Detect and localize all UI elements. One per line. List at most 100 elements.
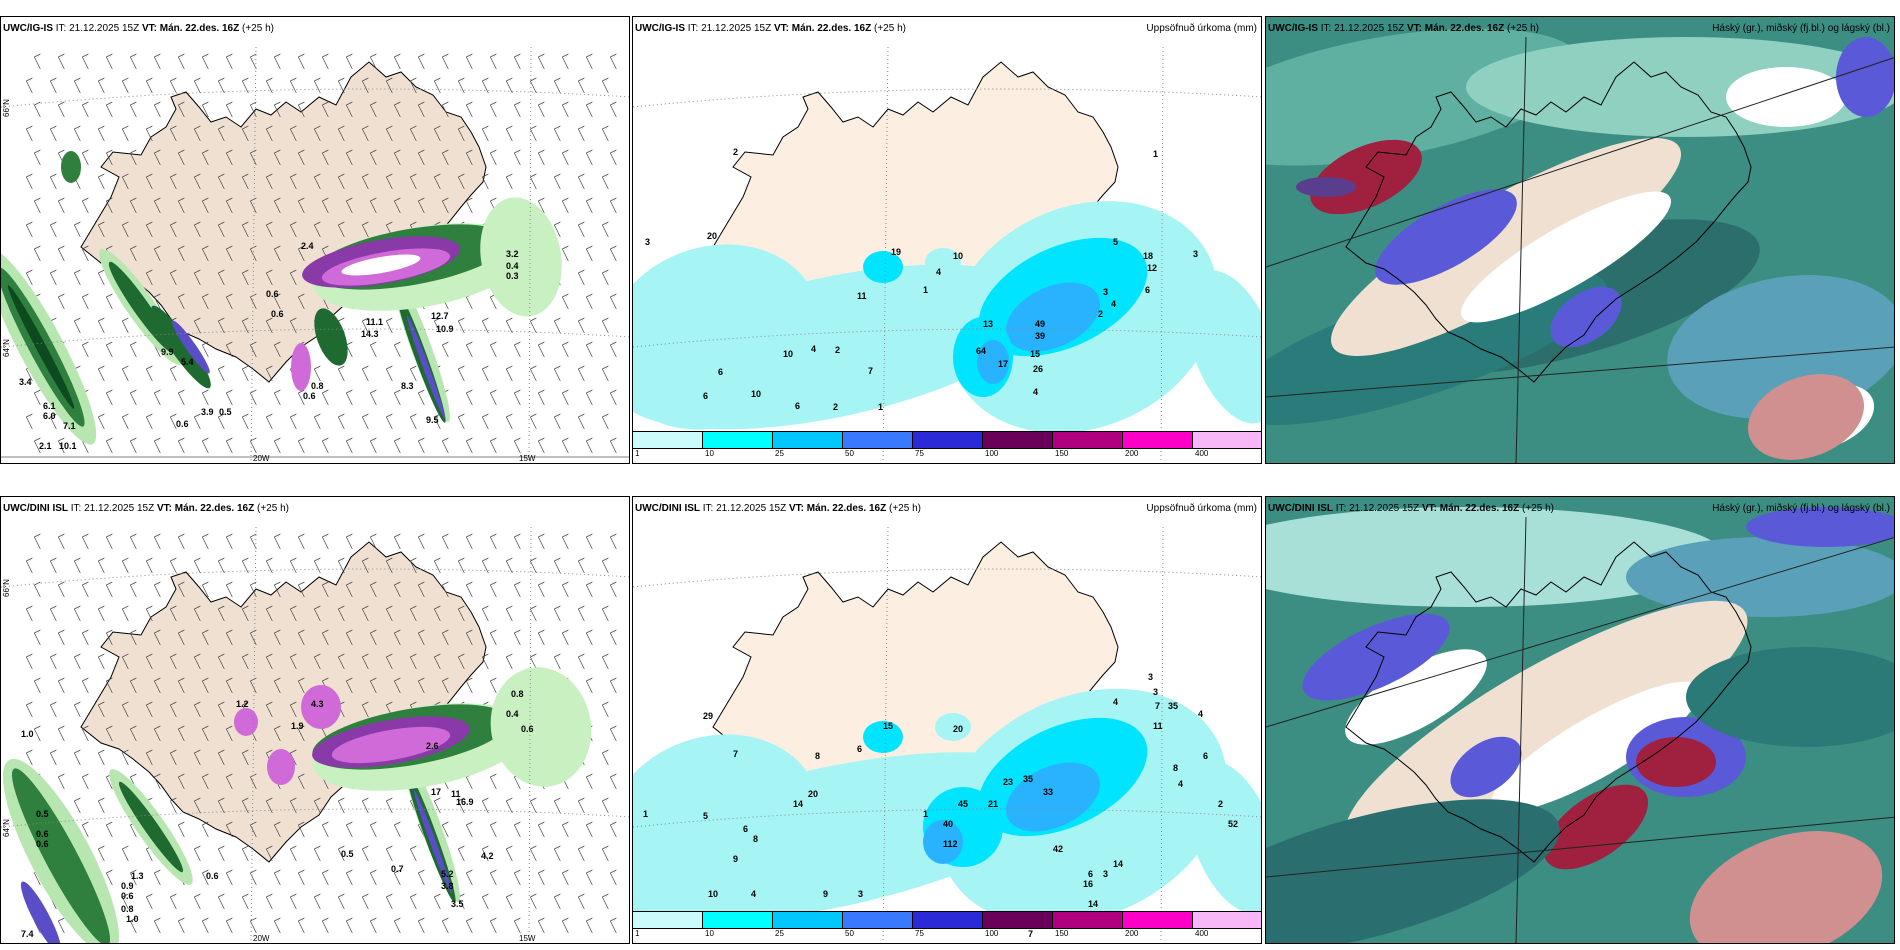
wind-barb [602,701,609,718]
wind-barb [602,845,609,862]
wind-barb [410,413,417,430]
precip-value-label: 1 [878,402,883,412]
wind-barb [178,149,185,166]
precip-value-label: 0.3 [506,271,519,281]
precip-area [1345,649,1487,745]
colorbar-swatch [773,912,843,928]
lat-label-66: 66°N [2,579,11,597]
wind-barb [274,917,281,934]
wind-barb [466,53,473,70]
wind-barb [50,605,57,622]
precip-value-label: 6.0 [43,411,56,421]
precip-value-label: 15 [883,721,893,731]
wind-barb [266,653,273,670]
precip-area [341,254,421,276]
precip-value-label: 3 [1193,249,1198,259]
wind-barb [538,437,545,454]
wind-barb [610,389,617,406]
wind-barb [194,173,201,190]
wind-barb [554,605,561,622]
precip-area [1005,282,1101,352]
wind-barb [242,125,249,142]
wind-barb [466,197,473,214]
wind-barb [418,581,425,598]
wind-barb [490,341,497,358]
precip-value-label: 8.3 [401,381,414,391]
wind-barb [146,557,153,574]
wind-barb [338,653,345,670]
wind-barb [218,653,225,670]
precip-area [118,781,184,873]
wind-barb [298,389,305,406]
wind-barb [58,437,65,454]
wind-barb [346,869,353,886]
wind-precip-panel-dini: UWC/DINI ISL IT: 21.12.2025 15Z VT: Mán.… [0,496,630,944]
precip-value-label: 40 [943,819,953,829]
wind-barb [514,389,521,406]
wind-barb [482,893,489,910]
precip-value-label: 3 [1148,672,1153,682]
wind-barb [122,173,129,190]
wind-barb [170,365,177,382]
graticule-lines [1266,516,1894,943]
wind-barb [74,605,81,622]
wind-barb [154,917,161,934]
wind-barb [178,917,185,934]
wind-barb [442,437,449,454]
wind-barb [34,197,41,214]
wind-barb [602,797,609,814]
precip-value-label: 3.4 [19,377,32,387]
wind-barb [370,341,377,358]
wind-barb [298,725,305,742]
colorbar-swatch [983,912,1053,928]
wind-barb [322,581,329,598]
wind-barb [170,797,177,814]
wind-barb [578,317,585,334]
wind-barb [482,317,489,334]
wind-barb [146,77,153,94]
wind-barb [26,173,33,190]
precip-area [1450,736,1522,798]
wind-barb [250,677,257,694]
precip-value-label: 35 [1023,774,1033,784]
wind-barb [458,605,465,622]
wind-barb [130,437,137,454]
wind-barb [562,149,569,166]
wind-barb [82,533,89,550]
wind-barb [122,413,129,430]
colorbar-tick-label: 1 [635,449,640,458]
wind-barb [26,557,33,574]
wind-barb [130,581,137,598]
wind-barb [338,125,345,142]
wind-barb [194,845,201,862]
wind-barb [490,437,497,454]
wind-barb [194,893,201,910]
wind-barb [442,101,449,118]
wind-barb [58,677,65,694]
wind-barb [194,557,201,574]
wind-barb [194,77,201,94]
wind-barb [98,797,105,814]
precip-value-label: 14.3 [361,329,379,339]
panel-title: UWC/IG-IS IT: 21.12.2025 15Z VT: Mán. 22… [635,23,906,34]
precip-value-label: 4 [1198,709,1203,719]
wind-barb [610,533,617,550]
wind-barb [482,653,489,670]
colorbar-tick-label: 10 [705,449,714,458]
precip-value-label: 0.4 [506,709,519,719]
precip-area [490,667,592,787]
wind-barb [530,605,537,622]
wind-barb [490,677,497,694]
wind-barb [50,413,57,430]
wind-barb [586,629,593,646]
panel-title: UWC/DINI ISL IT: 21.12.2025 15Z VT: Mán.… [1268,503,1554,514]
wind-barb [266,557,273,574]
colorbar-tick-label: 200 [1125,449,1139,458]
precip-value-label: 42 [1053,844,1063,854]
wind-barb [218,845,225,862]
wind-barb [146,221,153,238]
wind-barb [610,53,617,70]
wind-barb [34,725,41,742]
wind-barb [34,437,41,454]
wind-barb [506,365,513,382]
